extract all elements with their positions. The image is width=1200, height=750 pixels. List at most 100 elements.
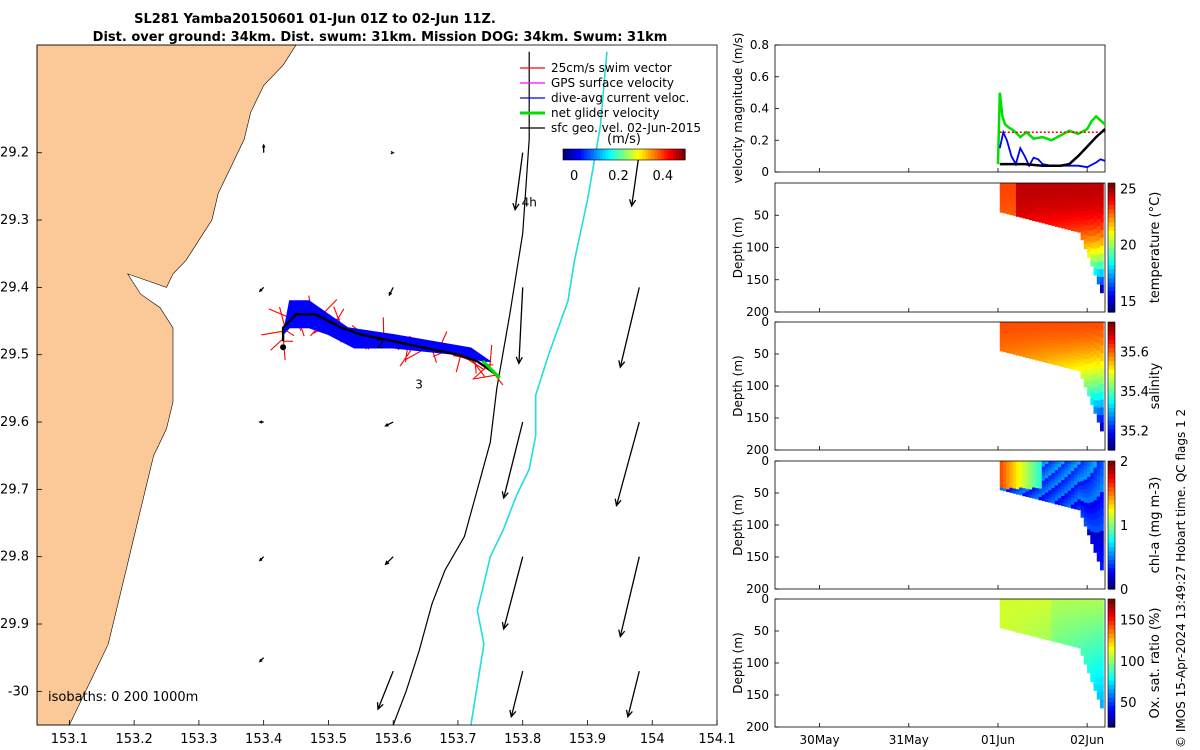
salinity-cell-29-7 — [1093, 367, 1098, 375]
chla-cell-0-12 — [999, 485, 1004, 489]
salinity-cell-29-10 — [1093, 387, 1098, 395]
temperature-cell-3-1 — [1009, 185, 1014, 189]
glider-track — [281, 313, 498, 376]
chla-cell-18-8 — [1058, 486, 1062, 490]
map-xtick-label-1: 153.2 — [116, 732, 153, 747]
oxygen-cell-28-6 — [1090, 634, 1095, 641]
salinity-cell-6-3 — [1019, 329, 1023, 333]
oxygen-cell-1-8 — [1003, 615, 1007, 619]
temperature-cell-7-0 — [1022, 183, 1027, 187]
oxygen-cell-16-0 — [1051, 599, 1056, 603]
temperature-cell-2-11 — [1006, 207, 1010, 210]
temperature-cell-28-10 — [1090, 242, 1095, 249]
chla-cell-16-1 — [1051, 464, 1056, 468]
chla-cell-7-8 — [1022, 480, 1027, 484]
map-xtick-label-4: 153.5 — [310, 732, 347, 747]
chla-cell-30-7 — [1096, 511, 1101, 519]
chla-cell-15-2 — [1048, 466, 1053, 471]
chla-cell-17-0 — [1054, 461, 1059, 465]
oxygen-colorbar-cell-3 — [1108, 709, 1115, 715]
oxygen-cell-14-13 — [1045, 636, 1049, 640]
oxygen-cell-5-5 — [1015, 610, 1020, 614]
chla-cell-0-9 — [999, 479, 1004, 483]
salinity-cell-6-1 — [1019, 324, 1023, 328]
chla-cell-25-11 — [1080, 505, 1085, 510]
chla-cell-27-4 — [1087, 482, 1091, 488]
chla-cell-31-8 — [1100, 523, 1104, 532]
oxygen-cell-1-1 — [1003, 601, 1007, 604]
swim-vector-49 — [455, 355, 462, 373]
salinity-cell-15-5 — [1048, 336, 1053, 341]
chla-cell-6-6 — [1019, 475, 1023, 479]
swim-vector-1 — [270, 338, 284, 351]
oxygen-cell-8-1 — [1025, 601, 1030, 605]
swim-vector-59 — [474, 374, 497, 380]
oxygen-cell-22-12 — [1070, 639, 1075, 644]
temperature-cell-24-4 — [1077, 197, 1082, 202]
temperature-cell-29-10 — [1093, 248, 1098, 256]
temperature-cell-10-1 — [1032, 185, 1036, 189]
salinity-cell-28-2 — [1090, 333, 1095, 341]
chla-cell-31-12 — [1100, 554, 1104, 563]
salinity-cell-2-1 — [1006, 324, 1010, 327]
temperature-cell-25-1 — [1080, 187, 1085, 192]
salinity-cell-29-12 — [1093, 400, 1098, 408]
chla-cell-23-13 — [1074, 505, 1078, 510]
temperature-cell-27-0 — [1087, 183, 1091, 189]
salinity-cell-16-2 — [1051, 328, 1056, 332]
salinity-cell-18-13 — [1058, 362, 1062, 367]
salinity-cell-22-11 — [1070, 358, 1075, 363]
chla-cell-15-11 — [1048, 493, 1053, 497]
oxygen-cell-20-3 — [1064, 608, 1069, 613]
temperature-cell-7-4 — [1022, 193, 1027, 197]
oxygen-cell-27-11 — [1087, 656, 1091, 663]
temperature-cell-27-12 — [1087, 246, 1091, 253]
colorbar-cell-9 — [590, 149, 595, 160]
salinity-cell-29-11 — [1093, 393, 1098, 401]
oxygen-cell-25-3 — [1080, 611, 1085, 616]
chla-cell-7-12 — [1022, 490, 1027, 494]
oxygen-cell-5-2 — [1015, 603, 1020, 607]
salinity-colorbar-cell-10 — [1108, 403, 1115, 408]
oxygen-cell-2-6 — [1006, 612, 1010, 615]
oxygen-cell-9-8 — [1028, 619, 1033, 623]
oxygen-cell-9-5 — [1028, 611, 1033, 616]
salinity-cell-31-8 — [1100, 384, 1104, 393]
oxygen-cell-31-1 — [1100, 606, 1104, 616]
salinity-cell-2-6 — [1006, 335, 1010, 338]
chla-cell-22-3 — [1070, 471, 1075, 476]
oxygen-cell-20-12 — [1064, 637, 1069, 642]
salinity-cell-23-3 — [1074, 332, 1078, 337]
chla-cell-23-12 — [1074, 502, 1078, 506]
salinity-cell-19-10 — [1061, 353, 1065, 358]
salinity-cell-3-5 — [1009, 333, 1014, 336]
chla-cell-0-8 — [999, 477, 1004, 481]
oxygen-cell-6-7 — [1019, 615, 1023, 619]
temperature-cell-4-9 — [1012, 203, 1017, 207]
oxygen-cell-21-8 — [1067, 625, 1072, 630]
temperature-cell-9-5 — [1028, 196, 1033, 200]
temperature-cell-3-7 — [1009, 198, 1014, 202]
temperature-cell-6-7 — [1019, 200, 1023, 203]
temperature-cell-18-7 — [1058, 205, 1062, 209]
salinity-cell-8-2 — [1025, 327, 1030, 331]
oxygen-cell-26-9 — [1083, 640, 1088, 646]
colorbar-frame — [562, 148, 686, 161]
oxygen-colorbar-cell-12 — [1108, 671, 1115, 677]
chla-cell-0-0 — [999, 461, 1004, 464]
oxygen-cell-6-3 — [1019, 606, 1023, 610]
chla-cell-10-7 — [1032, 479, 1036, 483]
oxygen-ytick-label-3: 150 — [746, 688, 769, 702]
salinity-cell-25-12 — [1080, 370, 1085, 375]
salinity-cell-28-8 — [1090, 369, 1095, 376]
salinity-cell-13-11 — [1041, 353, 1046, 357]
chla-cell-17-1 — [1054, 464, 1059, 468]
temperature-cell-26-0 — [1083, 183, 1088, 189]
chla-cell-5-7 — [1015, 477, 1020, 481]
salinity-cell-23-5 — [1074, 339, 1078, 344]
temperature-cell-24-1 — [1077, 186, 1082, 191]
salinity-cell-24-2 — [1077, 328, 1082, 333]
oxygen-cell-23-7 — [1074, 622, 1078, 627]
chla-cell-21-4 — [1067, 474, 1072, 479]
salinity-cell-11-13 — [1035, 357, 1040, 361]
